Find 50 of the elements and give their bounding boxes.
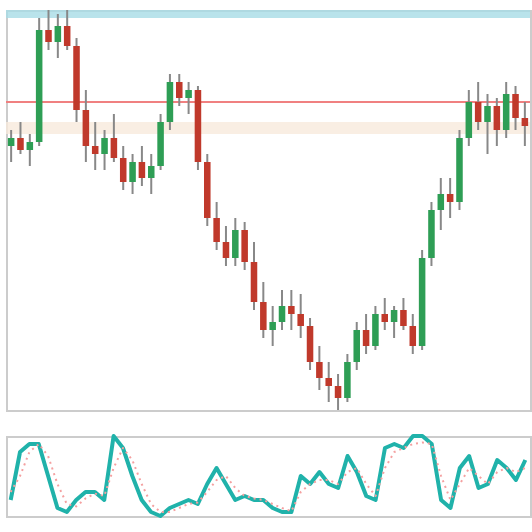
candlestick — [82, 89, 90, 163]
candlestick — [17, 121, 24, 155]
candlestick — [502, 81, 510, 139]
candlestick — [278, 289, 286, 331]
candlestick — [147, 153, 155, 195]
candlestick — [45, 9, 52, 51]
candlestick — [260, 281, 267, 339]
candlestick — [465, 89, 473, 147]
candlestick — [512, 85, 519, 131]
candlestick — [493, 97, 501, 147]
candlestick — [521, 101, 529, 147]
candlestick — [484, 93, 491, 155]
candlestick — [176, 73, 183, 107]
candlestick — [129, 153, 136, 195]
candlestick — [166, 73, 174, 131]
candlestick — [222, 225, 230, 267]
candlestick — [446, 177, 454, 219]
candlestick — [362, 313, 370, 355]
candlestick — [101, 129, 108, 171]
candlestick — [306, 317, 314, 371]
candlestick — [437, 177, 445, 231]
candlestick — [390, 305, 398, 339]
candlestick — [110, 113, 118, 163]
candlestick — [269, 305, 276, 347]
candlestick — [232, 217, 239, 267]
candlestick — [250, 241, 258, 311]
candlestick — [409, 313, 417, 355]
candlestick — [138, 145, 146, 187]
candlestick — [372, 305, 379, 351]
candlestick — [91, 121, 99, 171]
candlestick — [334, 373, 342, 411]
candlestick — [474, 81, 482, 131]
candlestick — [400, 297, 407, 331]
candlestick — [344, 353, 351, 403]
candlestick — [297, 293, 304, 339]
candlestick — [288, 289, 295, 331]
candlestick — [54, 13, 62, 59]
candlestick — [63, 9, 71, 51]
candlestick — [213, 201, 220, 251]
candlestick — [381, 297, 389, 331]
candlestick — [353, 321, 360, 371]
candlestick — [316, 345, 323, 391]
candlestick — [241, 221, 248, 271]
candlestick — [325, 361, 332, 403]
candlestick — [157, 113, 164, 171]
candlestick — [119, 145, 127, 191]
candlestick — [26, 133, 34, 167]
candlestick — [428, 201, 435, 267]
candlestick — [185, 81, 192, 115]
candlestick — [7, 129, 15, 163]
